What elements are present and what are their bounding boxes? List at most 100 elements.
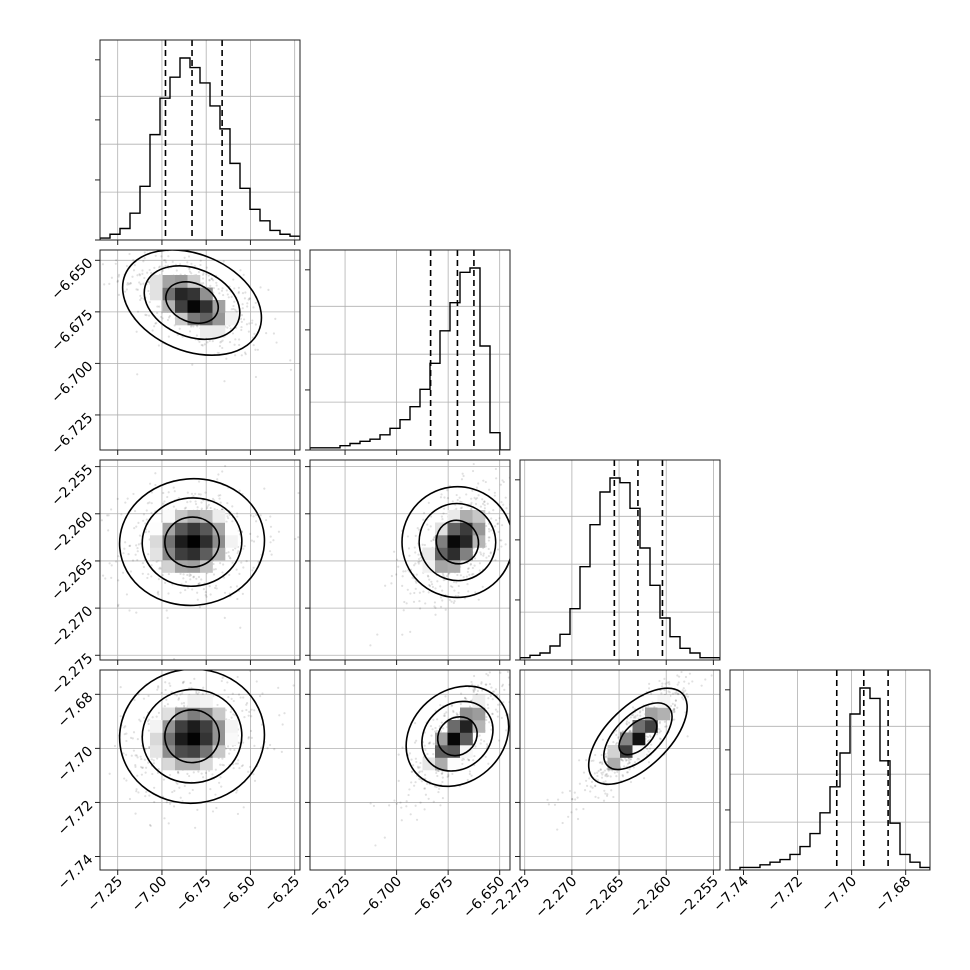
scatter-point bbox=[139, 755, 142, 758]
scatter-point bbox=[188, 270, 192, 273]
scatter-point bbox=[501, 683, 505, 686]
scatter-point bbox=[201, 277, 205, 280]
scatter-point bbox=[460, 506, 464, 509]
scatter-point bbox=[154, 472, 157, 475]
scatter-point bbox=[683, 680, 686, 683]
scatter-point bbox=[439, 730, 443, 733]
density-cell bbox=[447, 720, 461, 733]
scatter-point bbox=[588, 777, 591, 780]
scatter-point bbox=[250, 321, 254, 325]
scatter-point bbox=[135, 788, 138, 791]
scatter-point bbox=[668, 691, 671, 694]
scatter-point bbox=[150, 271, 153, 275]
scatter-point bbox=[436, 718, 439, 721]
scatter-point bbox=[196, 598, 199, 601]
scatter-point bbox=[232, 307, 235, 311]
scatter-point bbox=[602, 771, 605, 774]
scatter-point bbox=[117, 555, 120, 558]
scatter-point bbox=[140, 773, 143, 776]
scatter-point bbox=[432, 800, 435, 803]
scatter-point bbox=[469, 562, 473, 565]
scatter-point bbox=[106, 514, 109, 517]
scatter-point bbox=[442, 574, 445, 577]
scatter-point bbox=[547, 803, 550, 806]
scatter-point bbox=[488, 721, 491, 724]
scatter-point bbox=[472, 462, 475, 466]
scatter-point bbox=[671, 702, 674, 705]
scatter-point bbox=[684, 689, 687, 692]
scatter-point bbox=[191, 363, 194, 366]
scatter-point bbox=[677, 692, 680, 695]
scatter-point bbox=[388, 804, 391, 807]
scatter-point bbox=[143, 251, 146, 254]
contour-level bbox=[165, 281, 219, 325]
scatter-point bbox=[224, 464, 227, 468]
scatter-point bbox=[215, 587, 218, 590]
scatter-point bbox=[483, 740, 486, 743]
density-cell bbox=[460, 732, 473, 746]
scatter-point bbox=[408, 554, 411, 557]
scatter-point bbox=[148, 268, 151, 272]
density-cell bbox=[200, 560, 213, 573]
scatter-point bbox=[165, 801, 168, 804]
scatter-point bbox=[435, 771, 438, 775]
scatter-point bbox=[604, 752, 607, 756]
scatter-point bbox=[474, 502, 478, 506]
scatter-point bbox=[500, 716, 503, 719]
scatter-point bbox=[256, 348, 259, 351]
scatter-point bbox=[452, 580, 456, 584]
scatter-point bbox=[100, 519, 103, 522]
density-cell bbox=[187, 757, 201, 771]
scatter-point bbox=[460, 501, 463, 504]
scatter-point bbox=[439, 585, 442, 588]
scatter-point bbox=[402, 609, 405, 612]
scatter-point bbox=[194, 500, 197, 503]
scatter-point bbox=[553, 803, 557, 806]
scatter-point bbox=[427, 591, 430, 594]
scatter-point bbox=[219, 776, 222, 779]
scatter-point bbox=[472, 572, 475, 576]
scatter-point bbox=[621, 730, 625, 733]
scatter-point bbox=[621, 774, 624, 777]
scatter-point bbox=[184, 588, 187, 592]
scatter-point bbox=[561, 821, 564, 825]
scatter-panel bbox=[310, 670, 510, 870]
scatter-point bbox=[164, 688, 167, 692]
scatter-point bbox=[177, 698, 180, 701]
scatter-point bbox=[431, 585, 435, 589]
scatter-point bbox=[229, 748, 232, 751]
scatter-point bbox=[215, 284, 218, 287]
scatter-point bbox=[157, 577, 160, 581]
scatter-point bbox=[582, 807, 585, 811]
scatter-point bbox=[481, 585, 484, 588]
scatter-point bbox=[488, 536, 491, 539]
scatter-point bbox=[196, 692, 199, 696]
scatter-point bbox=[230, 295, 233, 298]
scatter-point bbox=[147, 729, 151, 732]
scatter-point bbox=[129, 736, 133, 739]
density-cell bbox=[460, 720, 473, 733]
scatter-point bbox=[231, 520, 234, 523]
scatter-point bbox=[254, 323, 257, 326]
panel-frame bbox=[309, 669, 511, 871]
scatter-point bbox=[209, 506, 212, 510]
scatter-point bbox=[585, 759, 588, 762]
scatter-point bbox=[144, 531, 148, 534]
density-cell bbox=[175, 510, 188, 523]
scatter-point bbox=[232, 767, 235, 770]
scatter-point bbox=[491, 690, 495, 693]
scatter-point bbox=[216, 351, 219, 354]
scatter-point bbox=[156, 688, 159, 691]
scatter-point bbox=[601, 762, 604, 766]
scatter-point bbox=[135, 611, 138, 614]
scatter-point bbox=[190, 686, 193, 690]
scatter-point bbox=[589, 785, 592, 788]
scatter-point bbox=[497, 530, 500, 534]
scatter-point bbox=[147, 718, 151, 721]
scatter-point bbox=[127, 553, 130, 556]
scatter-point bbox=[244, 649, 246, 651]
scatter-point bbox=[156, 757, 159, 760]
scatter-point bbox=[149, 824, 152, 827]
scatter-point bbox=[239, 317, 243, 320]
scatter-point bbox=[395, 802, 398, 805]
